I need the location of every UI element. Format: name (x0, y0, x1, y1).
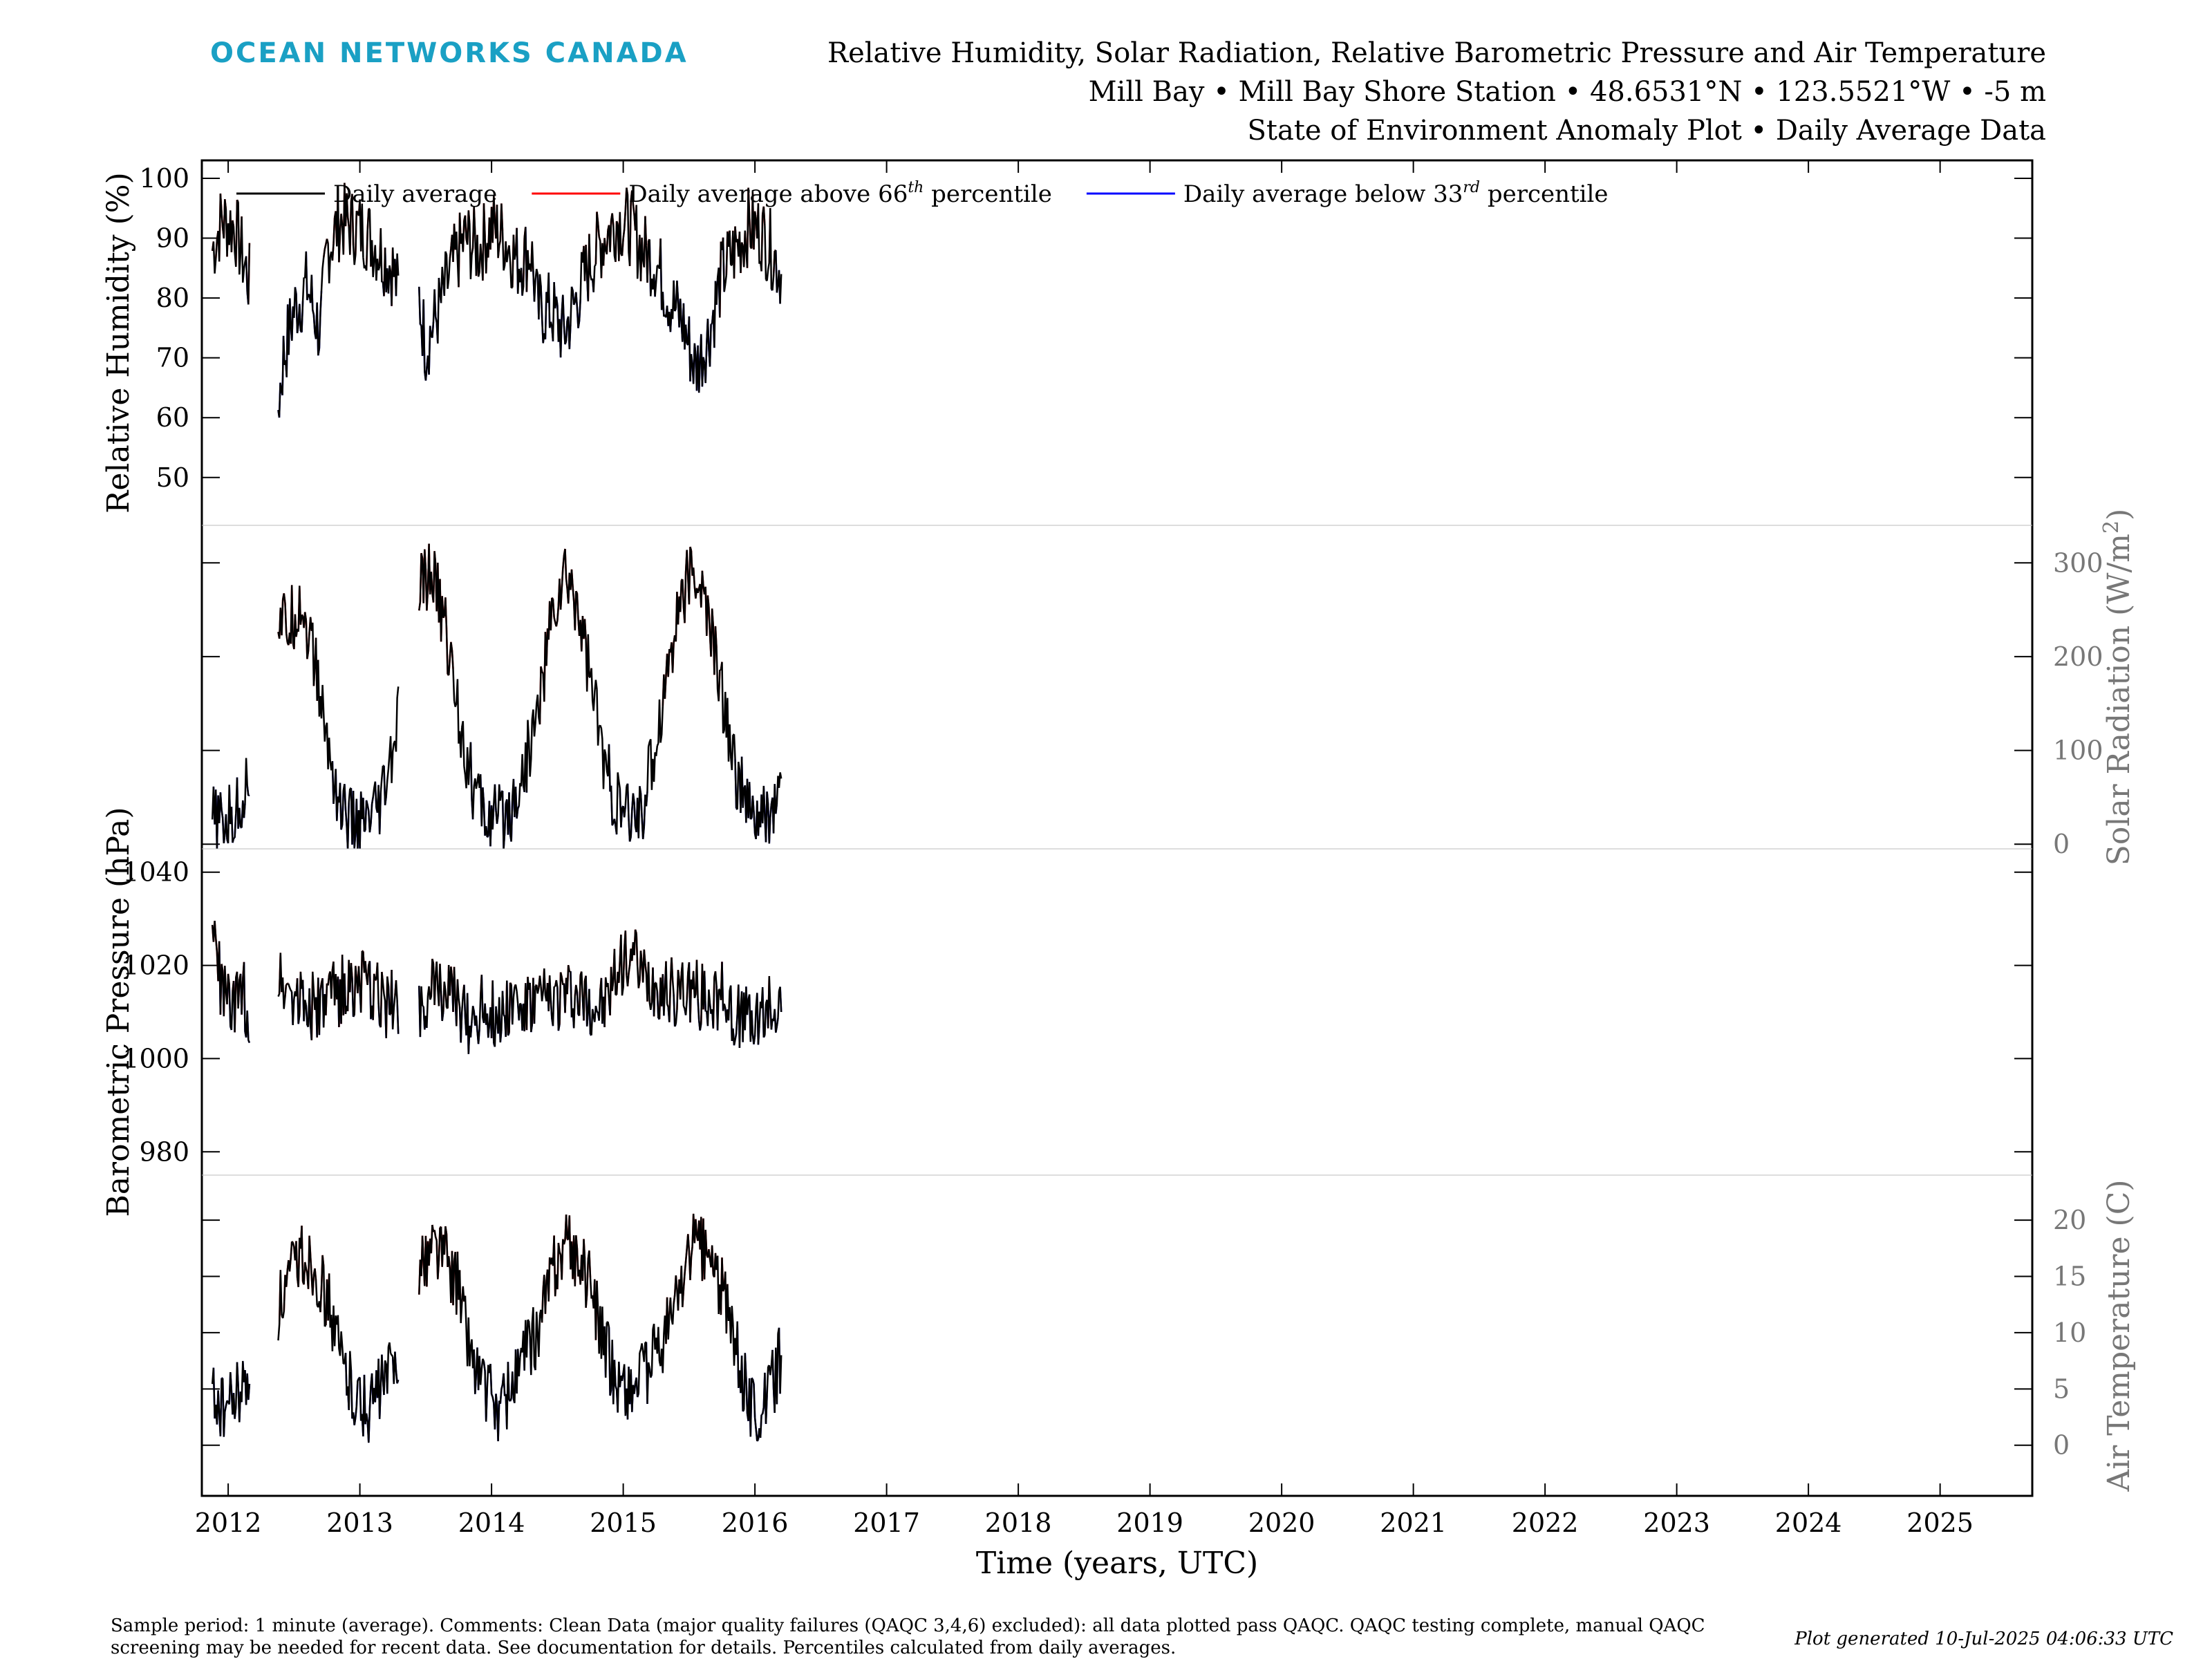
pressure-axis-label: Barometric Pressure (hPa) (101, 807, 136, 1217)
legend-label-sup: th (908, 179, 924, 196)
x-tick-label: 2018 (985, 1508, 1052, 1538)
temp-tick-label: 20 (2053, 1205, 2086, 1235)
solar-axis-label-sup: 2 (2099, 521, 2124, 534)
temp-axis-label-text: Air Temperature (C) (2101, 1179, 2137, 1492)
pressure-tick-label: 1040 (122, 857, 189, 888)
solar-axis-label-close: ) (2101, 509, 2137, 521)
temp-axis-label: Air Temperature (C) (2101, 1179, 2137, 1492)
x-tick-label: 2023 (1643, 1508, 1710, 1538)
temp-tick-label: 15 (2053, 1262, 2086, 1292)
temp-tick-label: 0 (2053, 1430, 2070, 1461)
legend: Daily average Daily average above 66th pe… (236, 179, 1609, 208)
x-tick-label: 2025 (1906, 1508, 1974, 1538)
pressure-tick-label: 1000 (122, 1043, 189, 1074)
rh-tick-label: 60 (156, 402, 189, 433)
temp-tick-label: 5 (2053, 1374, 2070, 1404)
pressure-series-daily-average (211, 921, 782, 1054)
legend-label: Daily average below 33rd percentile (1183, 179, 1609, 208)
rh-tick-label: 80 (156, 283, 189, 313)
temp-series-daily-average (211, 1213, 782, 1443)
x-tick-label: 2015 (590, 1508, 657, 1538)
x-tick-label: 2022 (1512, 1508, 1579, 1538)
temp-series-above-66th (278, 1213, 729, 1344)
legend-label-suffix: percentile (1480, 180, 1609, 208)
plot-frame (200, 159, 2034, 1497)
legend-label: Daily average above 66th percentile (628, 179, 1052, 208)
legend-label-text: Daily average below 33 (1183, 180, 1463, 208)
generated-timestamp: Plot generated 10-Jul-2025 04:06:33 UTC (1794, 1629, 2173, 1649)
x-axis-label: Time (years, UTC) (976, 1546, 1258, 1581)
legend-label-suffix: percentile (924, 180, 1052, 208)
chart-title-line-3: State of Environment Anomaly Plot • Dail… (1247, 115, 2046, 147)
legend-label-text: Daily average above 66 (628, 180, 908, 208)
solar-tick-label: 0 (2053, 829, 2070, 859)
rh-tick-label: 50 (156, 462, 189, 493)
x-tick-label: 2017 (853, 1508, 920, 1538)
solar-tick-label: 200 (2053, 641, 2103, 672)
solar-series-daily-average (211, 543, 782, 850)
x-tick-label: 2020 (1248, 1508, 1315, 1538)
rh-axis-label: Relative Humidity (%) (101, 172, 136, 514)
footnote: Sample period: 1 minute (average). Comme… (111, 1615, 1705, 1658)
solar-series-above-66th (277, 543, 723, 725)
legend-label-sup: rd (1463, 179, 1480, 196)
chart-title-line-1: Relative Humidity, Solar Radiation, Rela… (827, 37, 2046, 69)
rh-tick-label: 100 (139, 163, 189, 194)
legend-label: Daily average (333, 180, 497, 208)
pressure-tick-label: 1020 (122, 950, 189, 981)
x-tick-label: 2016 (722, 1508, 789, 1538)
chart-title-line-2: Mill Bay • Mill Bay Shore Station • 48.6… (1088, 76, 2046, 108)
x-tick-label: 2024 (1775, 1508, 1842, 1538)
brand-logo-text: OCEAN NETWORKS CANADA (210, 37, 688, 69)
rh-tick-label: 90 (156, 223, 189, 254)
x-tick-label: 2013 (326, 1508, 393, 1538)
solar-axis-label-text: Solar Radiation (W/m (2101, 534, 2137, 865)
legend-label-text: Daily average (333, 180, 497, 208)
x-tick-label: 2019 (1116, 1508, 1183, 1538)
rh-axis-label-text: Relative Humidity (%) (101, 172, 136, 514)
x-tick-label: 2012 (195, 1508, 262, 1538)
rh-tick-label: 70 (156, 343, 189, 373)
rh-series-daily-average (211, 182, 782, 418)
x-tick-label: 2021 (1380, 1508, 1447, 1538)
pressure-tick-label: 980 (139, 1136, 189, 1167)
temp-tick-label: 10 (2053, 1318, 2086, 1348)
solar-tick-label: 100 (2053, 735, 2103, 766)
pressure-axis-label-text: Barometric Pressure (hPa) (101, 807, 136, 1217)
x-tick-label: 2014 (458, 1508, 525, 1538)
solar-axis-label: Solar Radiation (W/m2) (2099, 509, 2137, 866)
solar-tick-label: 300 (2053, 547, 2103, 578)
